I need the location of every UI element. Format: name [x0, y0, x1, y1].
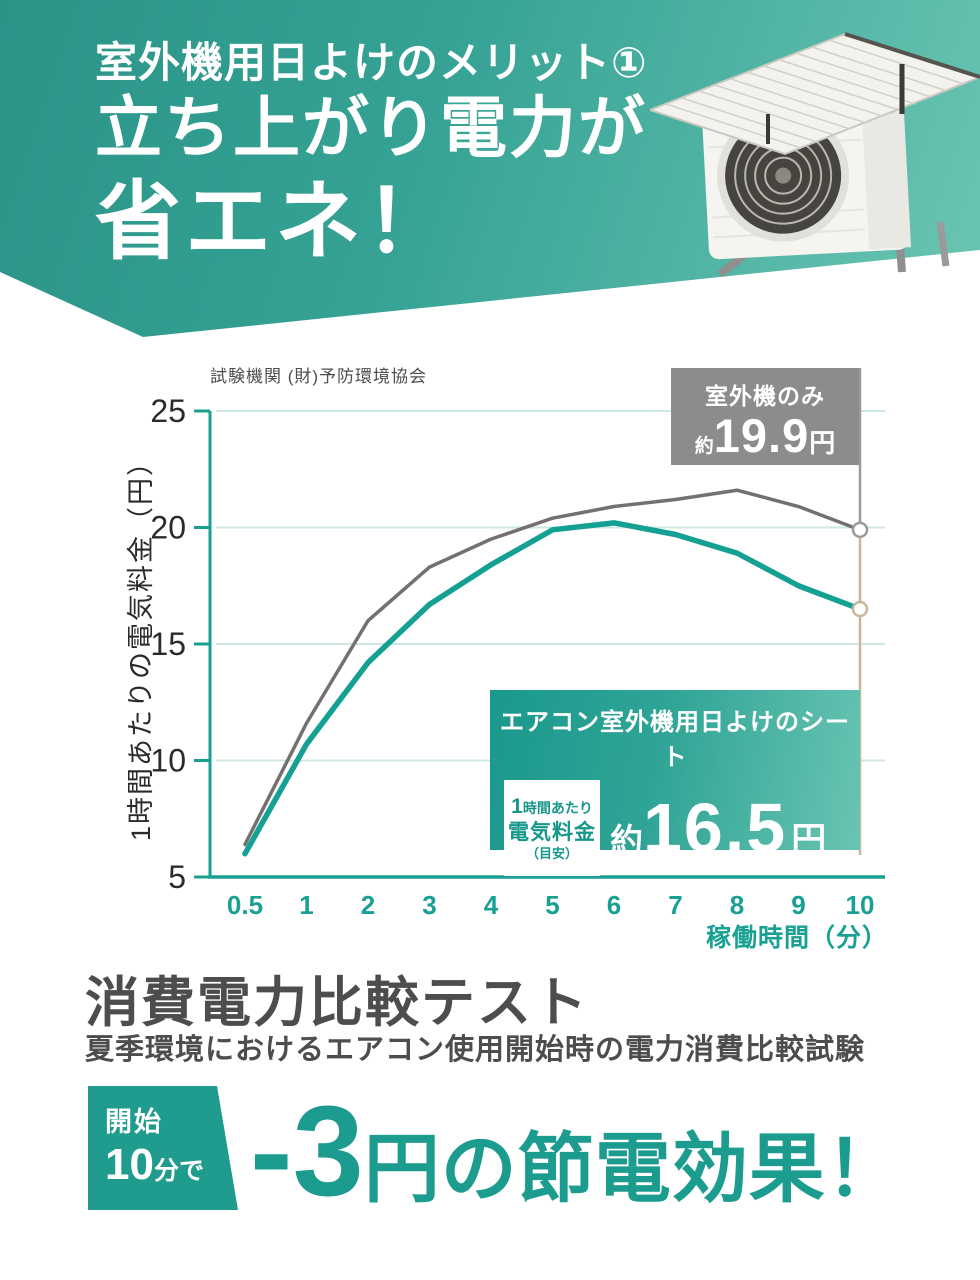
rate-line3: （目安） [525, 846, 578, 862]
outdoor-unit-photo [650, 32, 980, 278]
start-badge: 開始 10分で [88, 1086, 238, 1210]
approx-label: 約 [694, 436, 714, 457]
y-tick-label: 25 [150, 393, 186, 429]
y-axis-label: 1時間あたりの電気料金（円） [126, 447, 156, 842]
y-tick-label: 20 [150, 510, 186, 546]
source-note: 試験機関 (財)予防環境協会 [210, 367, 428, 386]
x-tick-label: 6 [607, 890, 621, 920]
rate-line1: 1時間あたり [504, 794, 600, 820]
y-tick-label: 10 [150, 743, 186, 779]
rate-line2: 電気料金 [508, 820, 596, 844]
y-tick-label: 5 [168, 859, 186, 895]
x-tick-label: 10 [846, 890, 875, 920]
teal-callout-number: 16.5 [643, 789, 788, 867]
x-tick-label: 0.5 [227, 890, 263, 920]
y-tick-label: 15 [150, 626, 186, 662]
rate-line1-big: 1 [511, 794, 523, 818]
chart-section: 試験機関 (財)予防環境協会 5 10 15 20 25 0.5 1 2 3 4 5 6 7 8 9 10 1… [0, 350, 980, 952]
savings-number: -3 [250, 1080, 364, 1223]
banner-title: 室外機用日よけのメリット① 立ち上がり電力が 省エネ！ [95, 40, 648, 269]
banner-title-line1: 室外機用日よけのメリット① [95, 39, 648, 86]
endpoint-marker-1 [851, 600, 869, 618]
x-tick-label: 1 [299, 890, 313, 920]
gray-callout-number: 19.9 [713, 409, 810, 462]
shade-illustration [650, 32, 980, 156]
rate-line1-rest: 時間あたり [522, 799, 593, 816]
badge-suffix: 分で [153, 1157, 204, 1185]
teal-callout-row: 1時間あたり 電気料金 （目安） 約 16.5 円 [504, 780, 860, 876]
rate-label-box: 1時間あたり 電気料金 （目安） [504, 780, 600, 876]
x-tick-label: 2 [361, 890, 375, 920]
banner-title-line3: 省エネ！ [95, 173, 455, 270]
x-tick-label: 5 [545, 890, 559, 920]
savings-label: 円の節電効果！ [363, 1127, 903, 1212]
x-tick-label: 7 [668, 890, 682, 920]
endpoint-marker-0 [851, 521, 869, 539]
series-line-1 [242, 520, 863, 857]
teal-callout-title: エアコン室外機用日よけのシート [500, 709, 850, 771]
badge-duration: 10分で [105, 1143, 238, 1187]
gray-callout-title: 室外機のみ [705, 383, 825, 409]
footer-subheading: 夏季環境におけるエアコン使用開始時の電力消費比較試験 [85, 1034, 866, 1066]
series-line-0 [243, 488, 862, 847]
approx-label: 約 [610, 822, 643, 859]
gray-callout: 室外機のみ 約19.9円 [671, 368, 859, 465]
x-tick-label: 9 [791, 890, 805, 920]
comparison-chart: 5 10 15 20 25 0.5 1 2 3 4 5 6 7 8 9 10 [150, 368, 885, 920]
badge-start-label: 開始 [105, 1107, 163, 1137]
gray-callout-value: 約19.9円 [671, 412, 859, 459]
yen-label: 円 [791, 821, 827, 860]
teal-callout-value: 約 16.5 円 [610, 793, 826, 863]
x-tick-label: 8 [730, 890, 744, 920]
savings-text: -3 円の節電効果！ [250, 1088, 903, 1216]
badge-number: 10 [105, 1140, 154, 1189]
yen-label: 円 [809, 428, 836, 458]
teal-callout: エアコン室外機用日よけのシート 1時間あたり 電気料金 （目安） 約 16.5 円 [490, 690, 860, 876]
banner-title-line2: 立ち上がり電力が [95, 91, 647, 167]
footer-heading: 消費電力比較テスト [85, 973, 589, 1033]
x-tick-label: 4 [484, 890, 499, 920]
x-tick-label: 3 [422, 890, 436, 920]
x-axis-label: 稼働時間（分） [705, 924, 888, 952]
